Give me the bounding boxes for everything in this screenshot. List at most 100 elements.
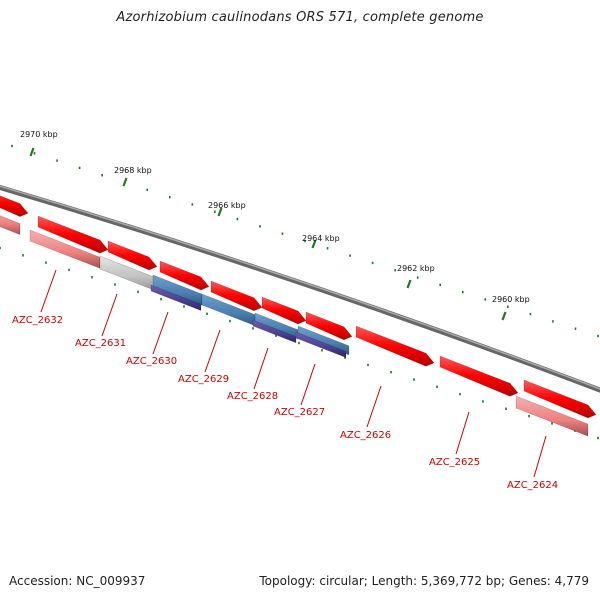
scale-tick-minor xyxy=(78,166,81,170)
scale-tick-minor xyxy=(349,254,351,257)
backbone-highlight xyxy=(0,185,600,390)
cds-feature-inner[interactable] xyxy=(0,208,21,236)
accession-text: Accession: NC_009937 xyxy=(9,574,146,588)
scale-tick-minor xyxy=(168,195,171,199)
scale-label: 2966 kbp xyxy=(208,201,246,210)
gene-leader-line xyxy=(101,293,118,337)
gene-leader-line xyxy=(253,347,269,390)
gene-feature-blue[interactable] xyxy=(152,274,203,306)
scale-tick-minor xyxy=(529,312,532,316)
scale-tick-minor xyxy=(160,297,162,301)
scale-label: 2960 kbp xyxy=(492,295,530,304)
scale-tick-minor xyxy=(459,392,461,396)
scale-tick-minor xyxy=(597,436,599,440)
scale-tick-minor xyxy=(214,210,216,213)
scale-tick-minor xyxy=(206,312,208,315)
scale-tick-minor xyxy=(574,327,577,330)
gene-label[interactable]: AZC_2632 xyxy=(12,315,63,326)
gene-leader-line xyxy=(366,385,382,428)
scale-tick-minor xyxy=(439,283,442,287)
cds-feature-outer[interactable] xyxy=(159,260,210,291)
gene-label[interactable]: AZC_2625 xyxy=(429,457,480,468)
scale-tick-minor xyxy=(33,152,36,155)
scale-label: 2968 kbp xyxy=(114,166,152,175)
scale-tick-minor xyxy=(298,341,300,345)
gene-leader-line xyxy=(152,311,169,355)
scale-tick-minor xyxy=(229,319,231,323)
scale-tick-minor xyxy=(461,290,464,294)
scale-tick-minor xyxy=(416,276,419,279)
scale-tick-minor xyxy=(436,385,438,389)
scale-tick-minor xyxy=(191,203,194,206)
scale-tick-minor xyxy=(22,254,24,257)
cds-feature-outer[interactable] xyxy=(355,325,435,367)
scale-tick-minor xyxy=(390,371,392,374)
scale-tick-minor xyxy=(326,247,329,250)
scale-tick-minor xyxy=(114,283,116,286)
scale-tick-minor xyxy=(552,320,554,323)
gene-label[interactable]: AZC_2626 xyxy=(340,430,391,441)
scale-tick-minor xyxy=(482,400,484,403)
gene-feature-blue[interactable] xyxy=(297,325,350,356)
scale-tick-minor xyxy=(597,334,599,338)
scale-tick-major xyxy=(311,239,317,249)
gene-label[interactable]: AZC_2624 xyxy=(507,480,558,491)
scale-tick-minor xyxy=(45,261,47,264)
scale-tick-minor xyxy=(551,422,553,425)
gene-label[interactable]: AZC_2629 xyxy=(178,374,229,385)
scale-tick-minor xyxy=(507,305,509,308)
scale-tick-minor xyxy=(91,276,93,279)
scale-tick-minor xyxy=(252,327,254,330)
scale-tick-minor xyxy=(371,261,374,265)
gene-label[interactable]: AZC_2630 xyxy=(126,356,177,367)
cds-feature-outer[interactable] xyxy=(0,188,29,217)
gene-leader-line xyxy=(455,411,470,455)
gene-leader-line xyxy=(40,269,57,313)
gene-feature-purple[interactable] xyxy=(252,319,297,344)
scale-tick-minor xyxy=(344,356,346,359)
scale-tick-minor xyxy=(56,159,58,162)
cds-feature-outer[interactable] xyxy=(305,311,353,341)
scale-tick-minor xyxy=(137,290,139,294)
cds-feature-outer[interactable] xyxy=(37,215,109,254)
scale-tick-major xyxy=(501,311,507,321)
scale-tick-minor xyxy=(321,349,323,352)
scale-tick-major xyxy=(217,207,223,217)
gene-feature-purple[interactable] xyxy=(295,331,347,358)
scale-tick-major xyxy=(406,279,412,289)
scale-tick-minor xyxy=(367,363,369,367)
cds-feature-outer[interactable] xyxy=(210,280,263,312)
scale-tick-minor xyxy=(275,334,277,337)
scale-tick-minor xyxy=(68,268,70,272)
gene-leader-line xyxy=(300,363,316,406)
cds-feature-inner[interactable] xyxy=(515,395,589,437)
scale-tick-minor xyxy=(183,305,185,308)
scale-label: 2964 kbp xyxy=(302,234,340,243)
scale-tick-major xyxy=(29,147,35,157)
cds-feature-outer[interactable] xyxy=(439,355,519,397)
genome-summary-text: Topology: circular; Length: 5,369,772 bp… xyxy=(259,574,589,588)
scale-tick-minor xyxy=(304,239,306,243)
scale-tick-minor xyxy=(259,225,261,228)
genome-title: Azorhizobium caulinodans ORS 571, comple… xyxy=(116,10,484,25)
scale-tick-minor xyxy=(413,378,415,381)
scale-tick-minor xyxy=(0,246,1,250)
scale-tick-minor xyxy=(236,217,239,221)
cds-feature-outer[interactable] xyxy=(261,296,307,325)
gene-leader-line xyxy=(533,435,547,478)
scale-label: 2962 kbp xyxy=(397,264,435,273)
gene-leader-line xyxy=(204,329,221,373)
scale-tick-minor xyxy=(146,188,149,192)
cds-feature-outer[interactable] xyxy=(107,240,158,271)
scale-tick-minor xyxy=(11,144,13,148)
gene-label[interactable]: AZC_2627 xyxy=(274,407,325,418)
scale-tick-minor xyxy=(505,407,507,410)
scale-tick-minor xyxy=(484,298,487,301)
gene-label[interactable]: AZC_2631 xyxy=(75,338,126,349)
gene-label[interactable]: AZC_2628 xyxy=(227,391,278,402)
scale-tick-major xyxy=(122,177,128,187)
gene-feature-purple[interactable] xyxy=(150,284,202,311)
scale-tick-minor xyxy=(101,174,103,177)
cds-feature-outer[interactable] xyxy=(523,379,597,419)
